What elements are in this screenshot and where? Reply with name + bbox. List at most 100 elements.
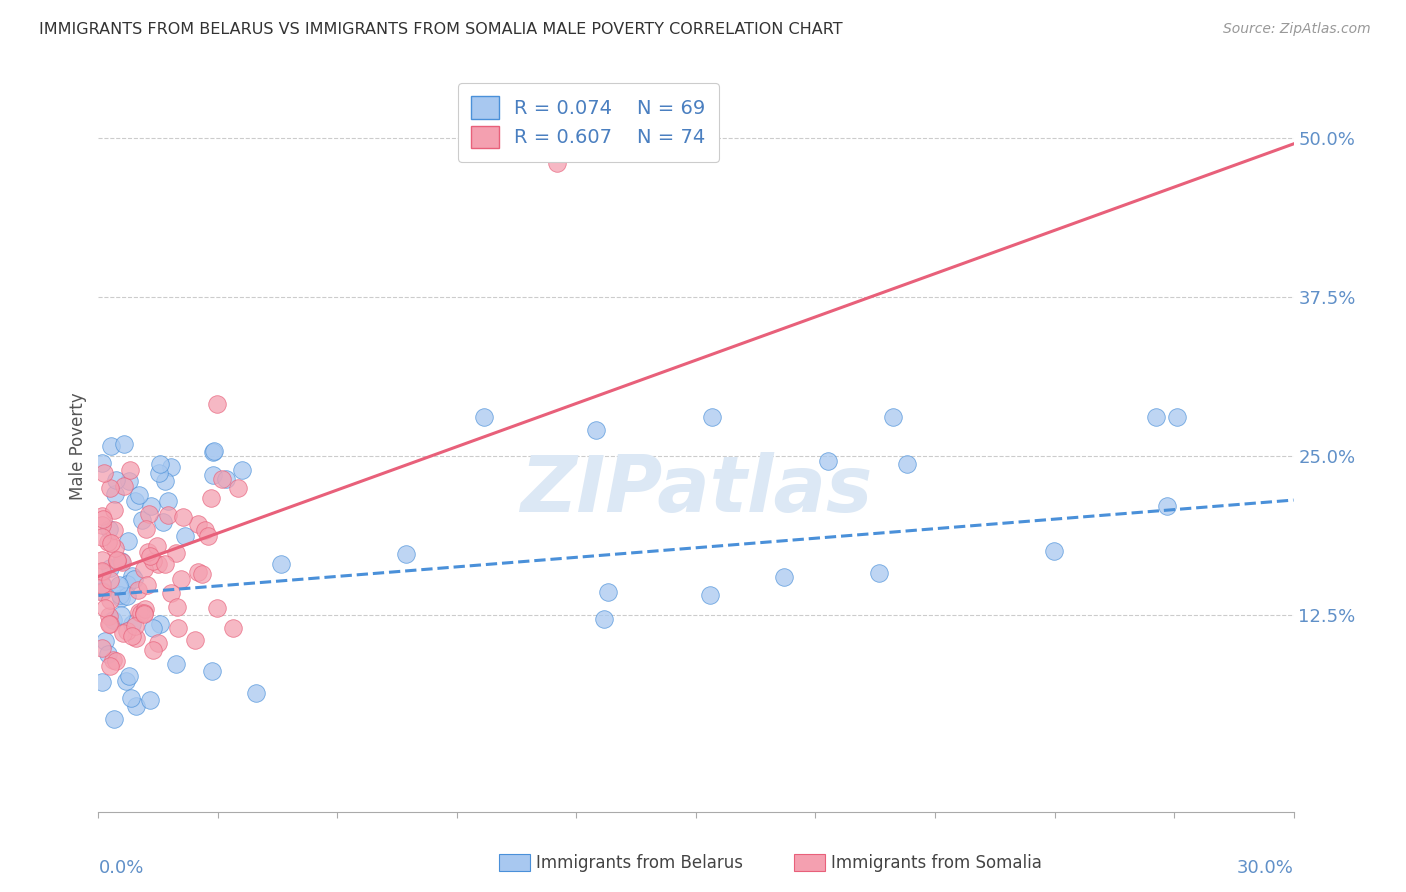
Point	[152, 515, 174, 529]
Point	[129, 606, 152, 620]
Point	[1144, 410, 1167, 425]
Point	[91, 641, 114, 656]
Point	[187, 565, 209, 579]
Text: 0.0%: 0.0%	[98, 859, 143, 877]
Point	[146, 539, 169, 553]
Point	[1156, 499, 1178, 513]
Point	[159, 460, 181, 475]
Point	[110, 608, 132, 623]
Point	[115, 577, 138, 591]
Point	[395, 547, 418, 561]
Point	[1043, 544, 1066, 558]
Point	[226, 481, 249, 495]
Point	[108, 577, 131, 591]
Point	[472, 410, 495, 425]
Point	[172, 510, 194, 524]
Point	[98, 593, 121, 607]
Point	[132, 606, 155, 620]
Point	[98, 609, 121, 624]
Point	[110, 591, 132, 606]
Point	[134, 601, 156, 615]
Point	[132, 607, 155, 621]
Point	[125, 698, 148, 713]
Point	[149, 457, 172, 471]
Point	[772, 570, 794, 584]
Point	[153, 558, 176, 572]
Point	[121, 616, 143, 631]
Text: Immigrants from Somalia: Immigrants from Somalia	[831, 854, 1042, 871]
Point	[111, 626, 134, 640]
Point	[91, 577, 114, 591]
Point	[98, 561, 121, 575]
Point	[105, 554, 128, 568]
Point	[201, 664, 224, 678]
Text: Immigrants from Belarus: Immigrants from Belarus	[536, 854, 742, 871]
Point	[98, 481, 121, 495]
Point	[148, 466, 170, 480]
Point	[122, 572, 145, 586]
Point	[117, 589, 139, 603]
Point	[101, 653, 124, 667]
Y-axis label: Male Poverty: Male Poverty	[69, 392, 87, 500]
Point	[141, 499, 163, 513]
Point	[128, 488, 150, 502]
Point	[184, 633, 207, 648]
Point	[100, 439, 122, 453]
Text: IMMIGRANTS FROM BELARUS VS IMMIGRANTS FROM SOMALIA MALE POVERTY CORRELATION CHAR: IMMIGRANTS FROM BELARUS VS IMMIGRANTS FR…	[39, 22, 844, 37]
Point	[166, 599, 188, 614]
Point	[103, 503, 125, 517]
Point	[114, 479, 136, 493]
Point	[124, 494, 146, 508]
Point	[167, 621, 190, 635]
Point	[110, 554, 132, 568]
Point	[124, 619, 146, 633]
Point	[104, 487, 127, 501]
Point	[91, 553, 114, 567]
Point	[159, 586, 181, 600]
Point	[98, 573, 121, 587]
Point	[202, 468, 225, 483]
Point	[165, 657, 187, 672]
Point	[115, 673, 138, 688]
Point	[215, 472, 238, 486]
Point	[104, 541, 127, 555]
Point	[120, 691, 142, 706]
Point	[546, 156, 568, 170]
Point	[91, 578, 114, 592]
Point	[142, 621, 165, 635]
Legend: R = 0.074    N = 69, R = 0.607    N = 74: R = 0.074 N = 69, R = 0.607 N = 74	[458, 83, 718, 161]
Point	[170, 572, 193, 586]
Point	[817, 454, 839, 468]
Point	[98, 616, 121, 631]
Point	[146, 558, 169, 572]
Point	[174, 529, 197, 543]
Point	[153, 474, 176, 488]
Point	[194, 523, 217, 537]
Point	[868, 566, 890, 581]
Point	[91, 517, 114, 532]
Point	[700, 410, 723, 425]
Point	[117, 534, 139, 549]
Point	[91, 456, 114, 470]
Point	[125, 631, 148, 645]
Point	[205, 600, 228, 615]
Point	[149, 617, 172, 632]
Point	[93, 466, 115, 480]
Point	[115, 624, 138, 638]
Point	[245, 686, 267, 700]
Point	[131, 513, 153, 527]
Point	[94, 601, 117, 615]
Point	[142, 642, 165, 657]
Point	[98, 659, 121, 673]
Point	[121, 629, 143, 643]
Point	[105, 473, 128, 487]
Point	[138, 507, 160, 521]
Point	[136, 545, 159, 559]
Point	[598, 585, 620, 599]
Point	[91, 512, 114, 526]
Point	[191, 567, 214, 582]
Point	[98, 522, 121, 536]
Text: Source: ZipAtlas.com: Source: ZipAtlas.com	[1223, 22, 1371, 37]
Point	[91, 675, 114, 690]
Point	[103, 523, 125, 537]
